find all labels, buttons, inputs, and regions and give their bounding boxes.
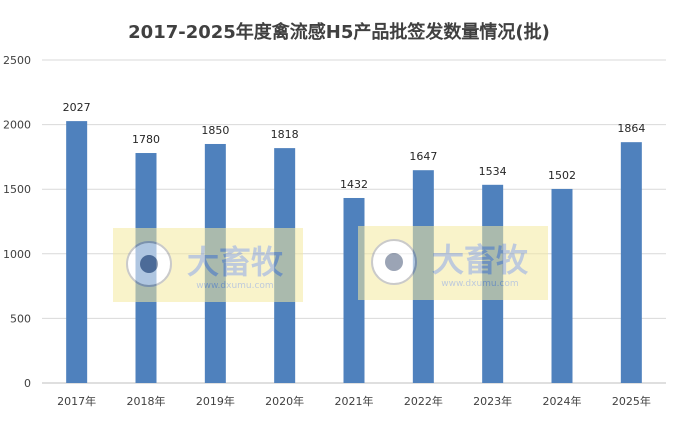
- watermark-brand-text: 大畜牧: [432, 241, 529, 279]
- x-axis-ticks: 2017年 2018年 2019年 2020年 2021年 2022年 2023年 2024年…: [57, 394, 651, 408]
- x-tick-label: 2023年: [473, 394, 512, 408]
- y-tick-label: 1500: [3, 183, 31, 196]
- x-tick-label: 2021年: [335, 394, 374, 408]
- x-tick-label: 2020年: [265, 394, 304, 408]
- data-label: 1647: [409, 150, 437, 163]
- data-label: 1818: [271, 128, 299, 141]
- x-tick-label: 2025年: [612, 394, 651, 408]
- y-tick-label: 0: [24, 377, 31, 390]
- bar: [551, 188, 573, 383]
- data-labels: 2027 1780 1850 1818 1432 1647 1534 1502 1864: [63, 101, 646, 191]
- data-label: 1780: [132, 133, 160, 146]
- watermark-logo-dot: [385, 253, 403, 271]
- watermark-brand-text: 大畜牧: [187, 243, 284, 281]
- watermark-url-text: www.dxumu.com: [196, 281, 273, 291]
- chart-title: 2017-2025年度禽流感H5产品批签发数量情况(批): [128, 22, 550, 43]
- data-label: 1432: [340, 178, 368, 191]
- x-tick-label: 2022年: [404, 394, 443, 408]
- x-tick-label: 2018年: [127, 394, 166, 408]
- x-tick-label: 2019年: [196, 394, 235, 408]
- watermark-url-text: www.dxumu.com: [441, 279, 518, 289]
- data-label: 1850: [201, 124, 229, 137]
- y-tick-label: 500: [10, 312, 31, 325]
- x-tick-label: 2017年: [57, 394, 96, 408]
- y-axis-ticks: 0 500 1000 1500 2000 2500: [3, 54, 31, 390]
- bar: [620, 142, 642, 383]
- y-tick-label: 1000: [3, 248, 31, 261]
- data-label: 1502: [548, 169, 576, 182]
- data-label: 1864: [617, 122, 645, 135]
- bar: [66, 121, 88, 383]
- watermark-logo-dot: [140, 255, 158, 273]
- y-tick-label: 2000: [3, 119, 31, 132]
- x-tick-label: 2024年: [543, 394, 582, 408]
- y-tick-label: 2500: [3, 54, 31, 67]
- data-label: 1534: [479, 165, 507, 178]
- data-label: 2027: [63, 101, 91, 114]
